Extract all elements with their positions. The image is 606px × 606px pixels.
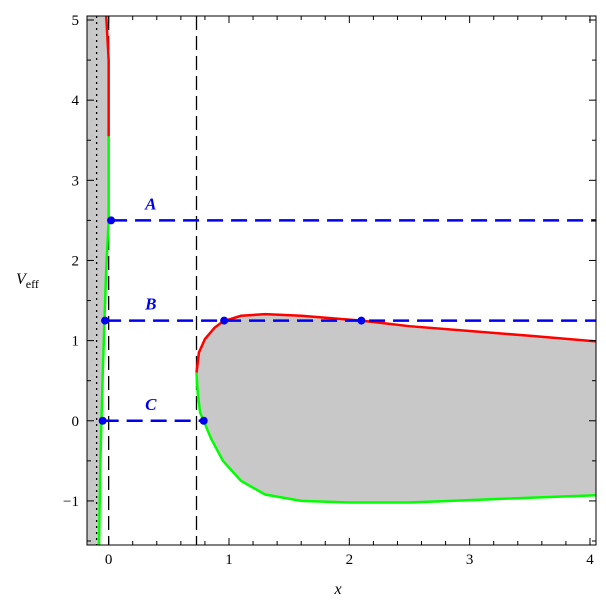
level-b-label: B [144,295,156,314]
left-shaded-strip [87,16,97,545]
y-axis-label: Veff [16,271,39,291]
level-a-point-1 [107,216,116,225]
y-axis-label-main: V [16,271,28,288]
level-c-label: C [145,395,157,414]
y-tick-label-1: 0 [72,414,80,430]
ticks: 0 1 2 3 4 −1 0 1 2 3 4 5 [63,13,596,568]
plot-frame [86,15,597,546]
x-tick-label-1: 1 [225,552,233,568]
y-axis-label-sub: eff [26,277,39,291]
y-tick-label-0: −1 [63,494,79,510]
plot-area: A B C [87,16,596,545]
inner-curve-red [105,16,110,137]
y-tick-label-6: 5 [72,13,80,29]
x-axis-label: x [333,581,341,598]
level-b-point-2 [220,316,229,325]
y-tick-label-3: 2 [72,253,80,269]
y-tick-label-5: 4 [72,93,80,109]
level-b-point-3 [357,316,366,325]
x-tick-label-4: 4 [586,552,594,568]
x-tick-label-0: 0 [105,552,113,568]
x-tick-label-2: 2 [346,552,354,568]
y-tick-label-2: 1 [72,334,80,350]
x-tick-label-3: 3 [466,552,474,568]
level-a-label: A [144,194,156,213]
inner-forbidden-region [96,16,109,545]
outer-lower-branch [195,372,596,504]
level-b-point-1 [101,316,110,325]
axes-frame [86,15,597,546]
level-c-point-1 [98,416,107,425]
outer-forbidden-region [196,314,596,503]
level-c-point-2 [199,416,208,425]
y-tick-label-4: 3 [72,173,80,189]
outer-upper-branch [195,312,596,373]
